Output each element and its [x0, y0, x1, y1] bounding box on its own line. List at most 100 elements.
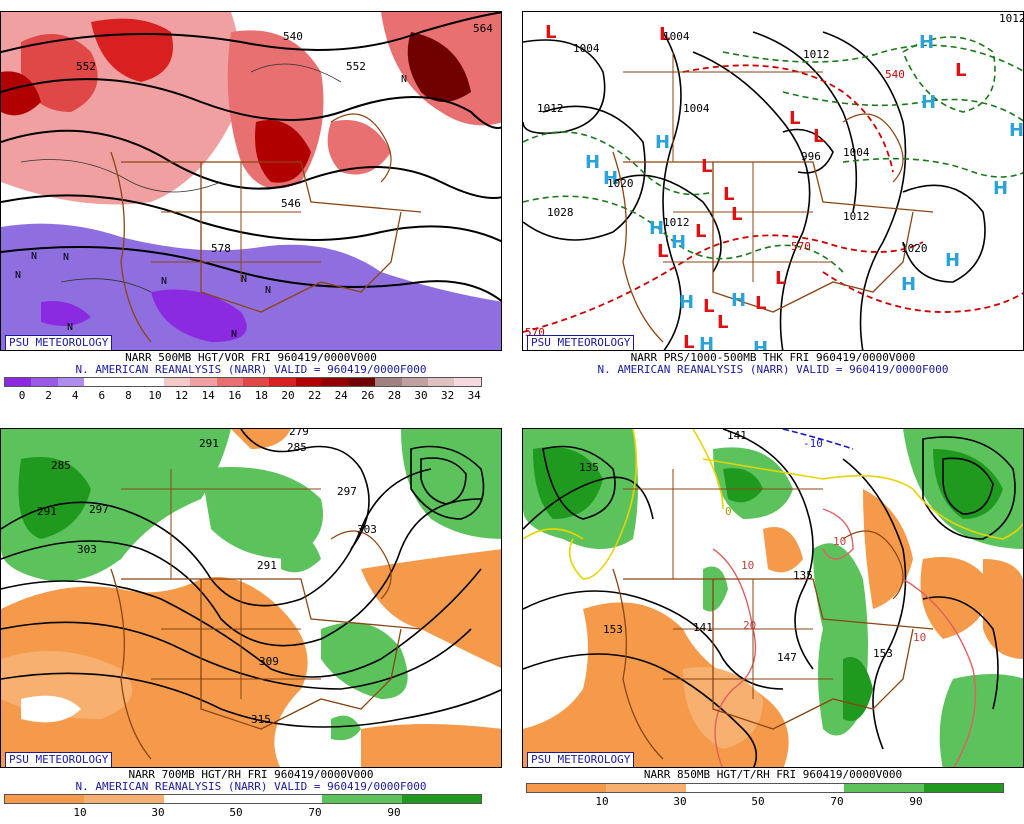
caption-line-1: NARR 700MB HGT/RH FRI 960419/0000V000: [128, 768, 374, 781]
svg-text:L: L: [717, 312, 728, 333]
contour-label: 552: [76, 60, 96, 73]
svg-text:L: L: [723, 184, 734, 205]
svg-text:N: N: [161, 276, 167, 287]
caption-line-2: N. AMERICAN REANALYSIS (NARR) VALID = 96…: [75, 780, 427, 793]
color-swatch: [606, 784, 686, 792]
humidity-700mb-map: 285 291 297 303 291 285 279 297 303 291 …: [0, 428, 502, 768]
scale-labels: 10 30 50 70 90: [526, 795, 1004, 809]
contour-label: 153: [603, 623, 623, 636]
svg-text:H: H: [901, 274, 916, 295]
scale-label: 34: [467, 389, 481, 402]
color-swatch: [322, 378, 349, 386]
caption-line-2: N. AMERICAN REANALYSIS (NARR) VALID = 96…: [597, 363, 949, 376]
svg-text:N: N: [67, 322, 73, 333]
svg-text:L: L: [683, 332, 694, 351]
contour-label: 1004: [843, 146, 870, 159]
svg-text:H: H: [1009, 120, 1024, 141]
scale-label: 70: [830, 795, 844, 808]
svg-text:N: N: [31, 251, 37, 262]
svg-text:N: N: [265, 285, 271, 296]
contour-label: 1020: [901, 242, 928, 255]
svg-text:H: H: [945, 250, 960, 271]
svg-text:L: L: [755, 293, 766, 314]
color-swatch: [322, 795, 402, 803]
scale-label: 70: [308, 806, 322, 819]
scale-label: 0: [18, 389, 26, 402]
svg-text:H: H: [603, 168, 618, 189]
psu-meteorology-badge: PSU METEOROLOGY: [527, 335, 635, 350]
panel-850mb-temperature-humidity: 135 135 141 147 153 153 141 -10 10 10 20…: [522, 428, 1024, 823]
svg-text:N: N: [63, 252, 69, 263]
color-bar: [4, 377, 482, 387]
humidity-850mb-map: 135 135 141 147 153 153 141 -10 10 10 20…: [522, 428, 1024, 768]
humidity-color-scale: 10 30 50 70 90: [526, 783, 1004, 813]
svg-text:N: N: [15, 270, 21, 281]
color-swatch: [401, 378, 428, 386]
contour-label: 20: [743, 619, 756, 632]
scale-label: 2: [45, 389, 52, 402]
contour-label: 1004: [683, 102, 710, 115]
contour-label: 1028: [547, 206, 574, 219]
humidity-850mb-map-graphic: 135 135 141 147 153 153 141 -10 10 10 20…: [523, 429, 1023, 767]
scale-label: 50: [751, 795, 765, 808]
svg-text:L: L: [775, 268, 786, 289]
contour-label: 1004: [573, 42, 600, 55]
svg-text:H: H: [731, 290, 746, 311]
contour-label: 309: [259, 655, 279, 668]
contour-label: 10: [833, 535, 846, 548]
color-swatch: [190, 378, 217, 386]
contour-label: -10: [803, 437, 823, 450]
psu-meteorology-badge: PSU METEOROLOGY: [527, 752, 635, 767]
contour-label: 297: [89, 503, 109, 516]
color-swatch: [454, 378, 481, 386]
contour-label: 1004: [663, 30, 690, 43]
scale-label: 10: [73, 806, 87, 819]
svg-text:L: L: [789, 108, 800, 129]
contour-label: 1012: [843, 210, 870, 223]
scale-label: 26: [361, 389, 375, 402]
scale-label: 30: [414, 389, 428, 402]
caption-line-1: NARR 850MB HGT/T/RH FRI 960419/0000V000: [643, 768, 903, 781]
contour-label: 315: [251, 713, 271, 726]
svg-text:L: L: [703, 296, 714, 317]
contour-label: 1020: [607, 177, 634, 190]
color-swatch: [844, 784, 924, 792]
scale-label: 14: [201, 389, 215, 402]
scale-label: 90: [909, 795, 923, 808]
contour-label: 285: [287, 441, 307, 454]
humidity-700mb-map-graphic: 285 291 297 303 291 285 279 297 303 291 …: [1, 429, 501, 767]
contour-label: 141: [727, 429, 747, 442]
color-swatch: [84, 378, 111, 386]
svg-text:L: L: [657, 241, 668, 262]
svg-text:L: L: [701, 156, 712, 177]
contour-label: 1012: [537, 102, 564, 115]
svg-text:L: L: [813, 126, 824, 147]
contour-label: 135: [579, 461, 599, 474]
scale-label: 30: [151, 806, 165, 819]
scale-label: 4: [71, 389, 79, 402]
contour-label: 297: [337, 485, 357, 498]
contour-label: 279: [289, 429, 309, 438]
scale-label: 28: [387, 389, 402, 402]
caption-line-1: NARR 500MB HGT/VOR FRI 960419/0000V000: [125, 351, 377, 364]
color-swatch: [295, 378, 323, 386]
color-swatch: [401, 795, 481, 803]
humidity-color-scale: 10 30 50 70 90: [4, 794, 482, 824]
scale-label: 18: [254, 389, 269, 402]
contour-label: 291: [257, 559, 277, 572]
contour-label: 1012: [663, 216, 690, 229]
color-swatch: [216, 378, 243, 386]
color-bar: [526, 783, 1004, 793]
contour-label: 1012: [999, 12, 1024, 25]
contour-label: 303: [357, 523, 377, 536]
contour-label: 135: [793, 569, 813, 582]
contour-label: 10: [913, 631, 926, 644]
scale-label: 16: [228, 389, 242, 402]
scale-label: 10: [595, 795, 609, 808]
svg-text:L: L: [545, 22, 556, 43]
color-bar: [4, 794, 482, 804]
psu-meteorology-badge: PSU METEOROLOGY: [5, 752, 113, 767]
